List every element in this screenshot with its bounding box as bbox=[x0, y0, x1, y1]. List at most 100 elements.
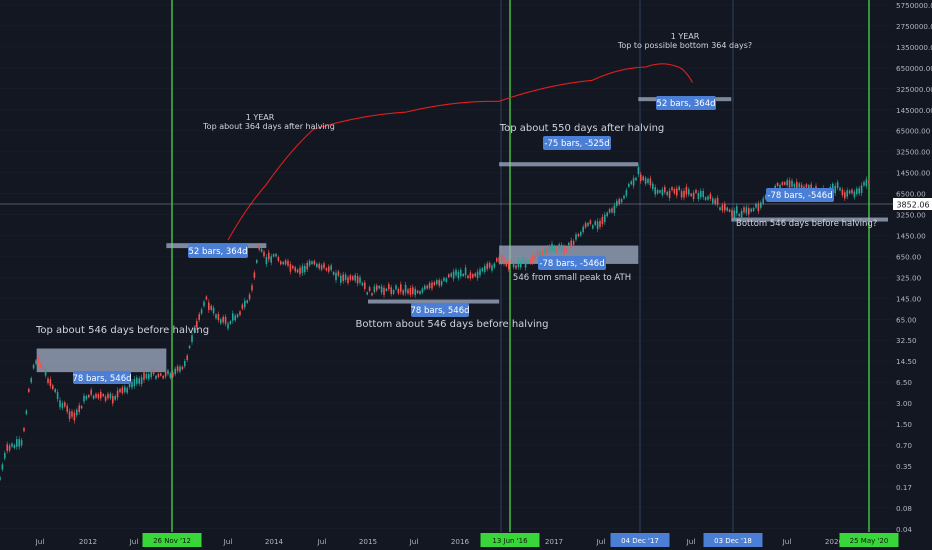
candle-body bbox=[476, 271, 479, 279]
candle-body bbox=[673, 189, 676, 194]
price-tick-label: 325000.00 bbox=[896, 85, 932, 94]
candle-body bbox=[704, 197, 707, 200]
candle-body bbox=[702, 190, 704, 198]
time-axis[interactable]: Jul 2012 Jul Jul 2014 Jul 2015 Jul 2016 2017 Jul Ju… bbox=[35, 533, 899, 547]
candle-body bbox=[750, 208, 752, 212]
candle-body bbox=[124, 386, 126, 392]
candle-body bbox=[296, 269, 299, 273]
grid bbox=[0, 4, 893, 529]
candle-body bbox=[565, 248, 568, 252]
red-trend-curve bbox=[227, 63, 693, 241]
date-marker-bg bbox=[610, 533, 670, 547]
candle-body bbox=[637, 167, 640, 175]
candle-body bbox=[467, 275, 469, 279]
time-tick-label: 2015 bbox=[359, 537, 377, 546]
candle-body bbox=[563, 246, 565, 254]
trend-curve-path bbox=[227, 63, 693, 241]
price-tick-label: 65.00 bbox=[896, 315, 917, 324]
price-tick-label: 14500.00 bbox=[896, 169, 931, 178]
candle-body bbox=[493, 263, 496, 268]
candle-body bbox=[289, 264, 292, 272]
price-tick-label: 0.04 bbox=[896, 525, 912, 534]
candle-body bbox=[162, 375, 164, 379]
candle-body bbox=[558, 244, 560, 249]
candle-body bbox=[800, 184, 803, 191]
price-tick-label: 1.50 bbox=[896, 420, 912, 429]
candle-body bbox=[270, 256, 272, 263]
candle-body bbox=[294, 267, 296, 272]
candle-body bbox=[736, 206, 738, 214]
candle-body bbox=[352, 276, 354, 280]
annotations: Top about 546 days before halving 78 bar… bbox=[35, 32, 877, 384]
candle-body bbox=[457, 272, 460, 279]
annotation-top-possible-bottom: Top to possible bottom 364 days? bbox=[617, 41, 752, 50]
price-tick-label: 32.50 bbox=[896, 336, 917, 345]
candle-body bbox=[85, 395, 88, 400]
candle-body bbox=[688, 189, 690, 195]
annotation-top-364-after: Top about 364 days after halving bbox=[202, 122, 335, 131]
price-tick-label: 145.00 bbox=[896, 294, 922, 303]
candle-body bbox=[515, 265, 517, 269]
candle-body bbox=[371, 293, 373, 296]
candle-body bbox=[188, 345, 191, 349]
candle-body bbox=[524, 260, 527, 268]
candle-body bbox=[73, 412, 76, 421]
candle-body bbox=[522, 257, 524, 262]
candle-body bbox=[695, 189, 697, 193]
candle-body bbox=[587, 223, 589, 226]
candle-body bbox=[632, 178, 635, 186]
candle-body bbox=[18, 439, 20, 447]
candle-body bbox=[764, 195, 767, 199]
candle-body bbox=[265, 257, 268, 265]
candle-body bbox=[308, 260, 311, 266]
candle-body bbox=[589, 220, 592, 225]
date-marker-label: 25 May '20 bbox=[850, 537, 889, 545]
candle-body bbox=[433, 282, 436, 286]
candle-body bbox=[716, 197, 719, 205]
candle-body bbox=[582, 226, 584, 232]
candle-body bbox=[527, 259, 529, 264]
candle-body bbox=[246, 300, 248, 303]
candle-body bbox=[212, 307, 215, 314]
candle-body bbox=[644, 178, 647, 184]
candle-body bbox=[126, 388, 128, 393]
price-tick-label: 32500.00 bbox=[896, 148, 931, 157]
annotation-1-year-a: 1 YEAR bbox=[246, 113, 275, 122]
candle-body bbox=[397, 289, 400, 294]
candle-body bbox=[90, 389, 92, 395]
label-neg75-bg bbox=[543, 136, 611, 150]
candle-body bbox=[128, 381, 131, 387]
candle-body bbox=[544, 249, 546, 254]
candle-body bbox=[68, 411, 71, 419]
candle-body bbox=[635, 177, 637, 181]
candle-body bbox=[647, 178, 649, 184]
candle-body bbox=[752, 207, 755, 211]
candle-body bbox=[272, 254, 275, 257]
candle-body bbox=[133, 379, 136, 387]
candle-body bbox=[748, 208, 750, 215]
candle-body bbox=[625, 190, 628, 196]
candle-body bbox=[66, 405, 68, 412]
candle-body bbox=[865, 179, 868, 186]
label-52-bars-a-bg bbox=[188, 244, 248, 258]
candle-body bbox=[20, 440, 23, 446]
candle-body bbox=[839, 187, 841, 191]
candle-body bbox=[707, 196, 709, 200]
time-tick-label: 2014 bbox=[265, 537, 284, 546]
candle-body bbox=[292, 265, 294, 269]
price-axis[interactable]: 5750000.00 2750000.00 1350000.00 650000.00 3… bbox=[896, 1, 932, 534]
candle-body bbox=[316, 263, 318, 268]
candle-body bbox=[659, 190, 661, 193]
candle-body bbox=[832, 183, 834, 189]
range-box bbox=[36, 348, 167, 373]
candle-body bbox=[395, 285, 397, 290]
label-52-bars-b-bg bbox=[656, 96, 716, 110]
candle-body bbox=[577, 233, 580, 237]
candle-body bbox=[260, 248, 263, 252]
candle-body bbox=[248, 294, 251, 300]
candle-body bbox=[616, 200, 618, 206]
candle-body bbox=[592, 225, 594, 229]
candle-body bbox=[529, 259, 532, 264]
candle-body bbox=[332, 272, 335, 275]
